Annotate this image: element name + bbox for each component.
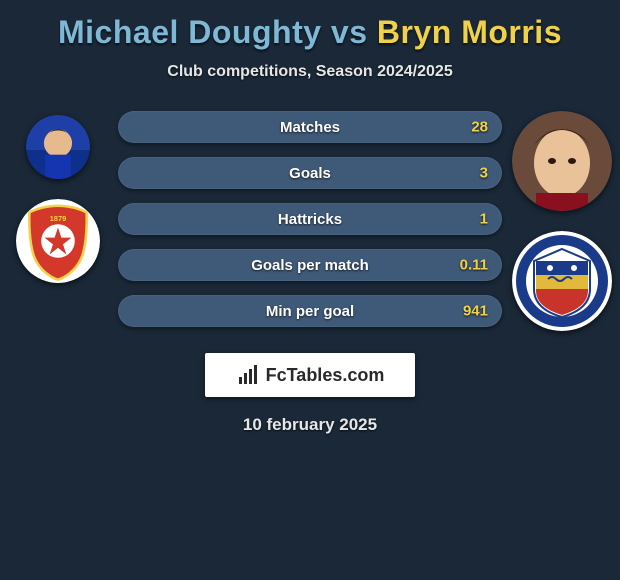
svg-text:1879: 1879: [50, 214, 67, 223]
stat-bar-gpm: Goals per match 0.11: [118, 249, 502, 281]
left-column: 1879: [8, 111, 108, 283]
stat-value: 1: [480, 211, 488, 228]
stat-value: 0.11: [460, 257, 488, 274]
stat-value: 941: [463, 303, 488, 320]
stat-bar-matches: Matches 28: [118, 111, 502, 143]
brand-badge: FcTables.com: [205, 353, 415, 397]
right-column: [512, 111, 612, 331]
subtitle: Club competitions, Season 2024/2025: [167, 63, 452, 81]
stat-label: Hattricks: [278, 211, 342, 228]
chart-icon: [236, 363, 260, 387]
page-title: Michael Doughty vs Bryn Morris: [58, 14, 562, 51]
stat-bar-hattricks: Hattricks 1: [118, 203, 502, 235]
stat-bar-mpg: Min per goal 941: [118, 295, 502, 327]
stat-label: Goals: [289, 165, 331, 182]
main-row: 1879 Matches 28 Goals 3 Hattricks 1 Goal…: [8, 111, 612, 331]
stat-label: Matches: [280, 119, 340, 136]
title-player1: Michael Doughty: [58, 14, 322, 50]
stat-value: 28: [471, 119, 488, 136]
title-vs: vs: [331, 14, 368, 50]
stat-bar-goals: Goals 3: [118, 157, 502, 189]
player2-club-crest: [512, 231, 612, 331]
title-player2: Bryn Morris: [377, 14, 562, 50]
stat-label: Min per goal: [266, 303, 354, 320]
player1-avatar: [26, 115, 90, 179]
stat-value: 3: [480, 165, 488, 182]
brand-text: FcTables.com: [266, 365, 385, 386]
infographic-root: Michael Doughty vs Bryn Morris Club comp…: [0, 0, 620, 445]
stat-label: Goals per match: [251, 257, 369, 274]
stat-bars: Matches 28 Goals 3 Hattricks 1 Goals per…: [118, 111, 502, 327]
date-label: 10 february 2025: [243, 415, 377, 435]
player1-club-crest: 1879: [16, 199, 100, 283]
player2-avatar: [512, 111, 612, 211]
